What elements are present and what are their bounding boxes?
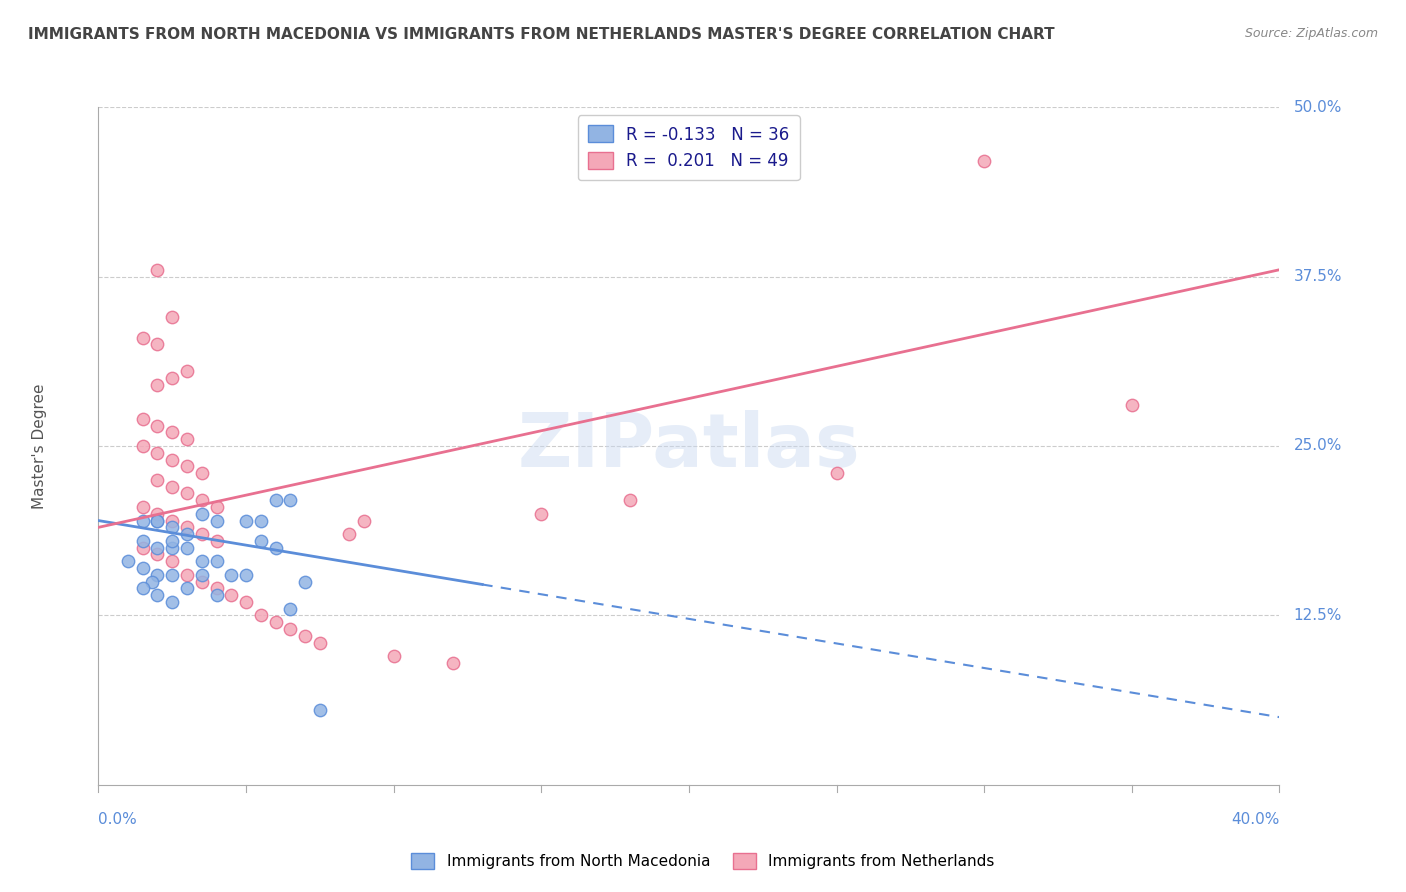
Point: [205, 514, 228, 528]
Point: [221, 588, 243, 602]
Point: [146, 588, 169, 602]
Point: [191, 574, 214, 589]
Point: [191, 466, 214, 480]
Point: [162, 554, 183, 568]
Point: [235, 514, 257, 528]
Text: Master's Degree: Master's Degree: [32, 384, 46, 508]
Point: [132, 533, 155, 548]
Point: [382, 649, 405, 664]
Point: [132, 514, 155, 528]
Point: [264, 615, 287, 630]
Point: [162, 452, 183, 467]
Point: [191, 493, 214, 508]
Text: 40.0%: 40.0%: [1232, 812, 1279, 827]
Point: [264, 541, 287, 555]
Point: [294, 574, 316, 589]
Point: [176, 486, 198, 500]
Point: [132, 500, 155, 514]
Point: [191, 567, 214, 582]
Point: [221, 567, 243, 582]
Point: [176, 541, 198, 555]
Point: [146, 418, 169, 433]
Point: [146, 514, 169, 528]
Point: [353, 514, 375, 528]
Point: [162, 371, 183, 385]
Point: [146, 473, 169, 487]
Point: [141, 574, 163, 589]
Point: [162, 567, 183, 582]
Point: [162, 595, 183, 609]
Point: [235, 595, 257, 609]
Point: [294, 629, 316, 643]
Point: [309, 703, 332, 717]
Point: [162, 310, 183, 325]
Point: [250, 608, 273, 623]
Legend: R = -0.133   N = 36, R =  0.201   N = 49: R = -0.133 N = 36, R = 0.201 N = 49: [578, 115, 800, 180]
Point: [973, 154, 995, 169]
Point: [191, 507, 214, 521]
Point: [162, 514, 183, 528]
Point: [146, 337, 169, 351]
Point: [146, 541, 169, 555]
Point: [162, 480, 183, 494]
Point: [132, 330, 155, 344]
Point: [176, 582, 198, 596]
Point: [162, 533, 183, 548]
Text: 50.0%: 50.0%: [1294, 100, 1341, 114]
Point: [205, 554, 228, 568]
Point: [176, 520, 198, 534]
Point: [176, 527, 198, 541]
Point: [530, 507, 553, 521]
Point: [176, 567, 198, 582]
Point: [191, 554, 214, 568]
Point: [191, 527, 214, 541]
Text: 37.5%: 37.5%: [1294, 269, 1343, 284]
Point: [205, 588, 228, 602]
Point: [339, 527, 361, 541]
Point: [176, 432, 198, 446]
Point: [146, 548, 169, 562]
Point: [280, 601, 302, 615]
Point: [235, 567, 257, 582]
Point: [146, 514, 169, 528]
Point: [132, 582, 155, 596]
Point: [280, 493, 302, 508]
Point: [1121, 398, 1143, 412]
Point: [264, 493, 287, 508]
Point: [117, 554, 139, 568]
Point: [132, 541, 155, 555]
Point: [205, 500, 228, 514]
Point: [132, 561, 155, 575]
Point: [146, 507, 169, 521]
Point: [250, 533, 273, 548]
Point: [162, 541, 183, 555]
Point: [205, 582, 228, 596]
Text: ZIPatlas: ZIPatlas: [517, 409, 860, 483]
Text: 0.0%: 0.0%: [98, 812, 138, 827]
Point: [619, 493, 641, 508]
Point: [250, 514, 273, 528]
Point: [176, 364, 198, 378]
Point: [146, 567, 169, 582]
Text: 12.5%: 12.5%: [1294, 608, 1341, 623]
Point: [309, 635, 332, 649]
Point: [280, 622, 302, 636]
Point: [146, 446, 169, 460]
Point: [162, 520, 183, 534]
Legend: Immigrants from North Macedonia, Immigrants from Netherlands: Immigrants from North Macedonia, Immigra…: [405, 847, 1001, 875]
Point: [162, 425, 183, 440]
Point: [146, 378, 169, 392]
Point: [205, 533, 228, 548]
Point: [132, 412, 155, 426]
Text: IMMIGRANTS FROM NORTH MACEDONIA VS IMMIGRANTS FROM NETHERLANDS MASTER'S DEGREE C: IMMIGRANTS FROM NORTH MACEDONIA VS IMMIG…: [28, 27, 1054, 42]
Point: [146, 262, 169, 277]
Point: [825, 466, 848, 480]
Text: Source: ZipAtlas.com: Source: ZipAtlas.com: [1244, 27, 1378, 40]
Point: [176, 459, 198, 474]
Point: [132, 439, 155, 453]
Point: [441, 656, 464, 670]
Text: 25.0%: 25.0%: [1294, 439, 1341, 453]
